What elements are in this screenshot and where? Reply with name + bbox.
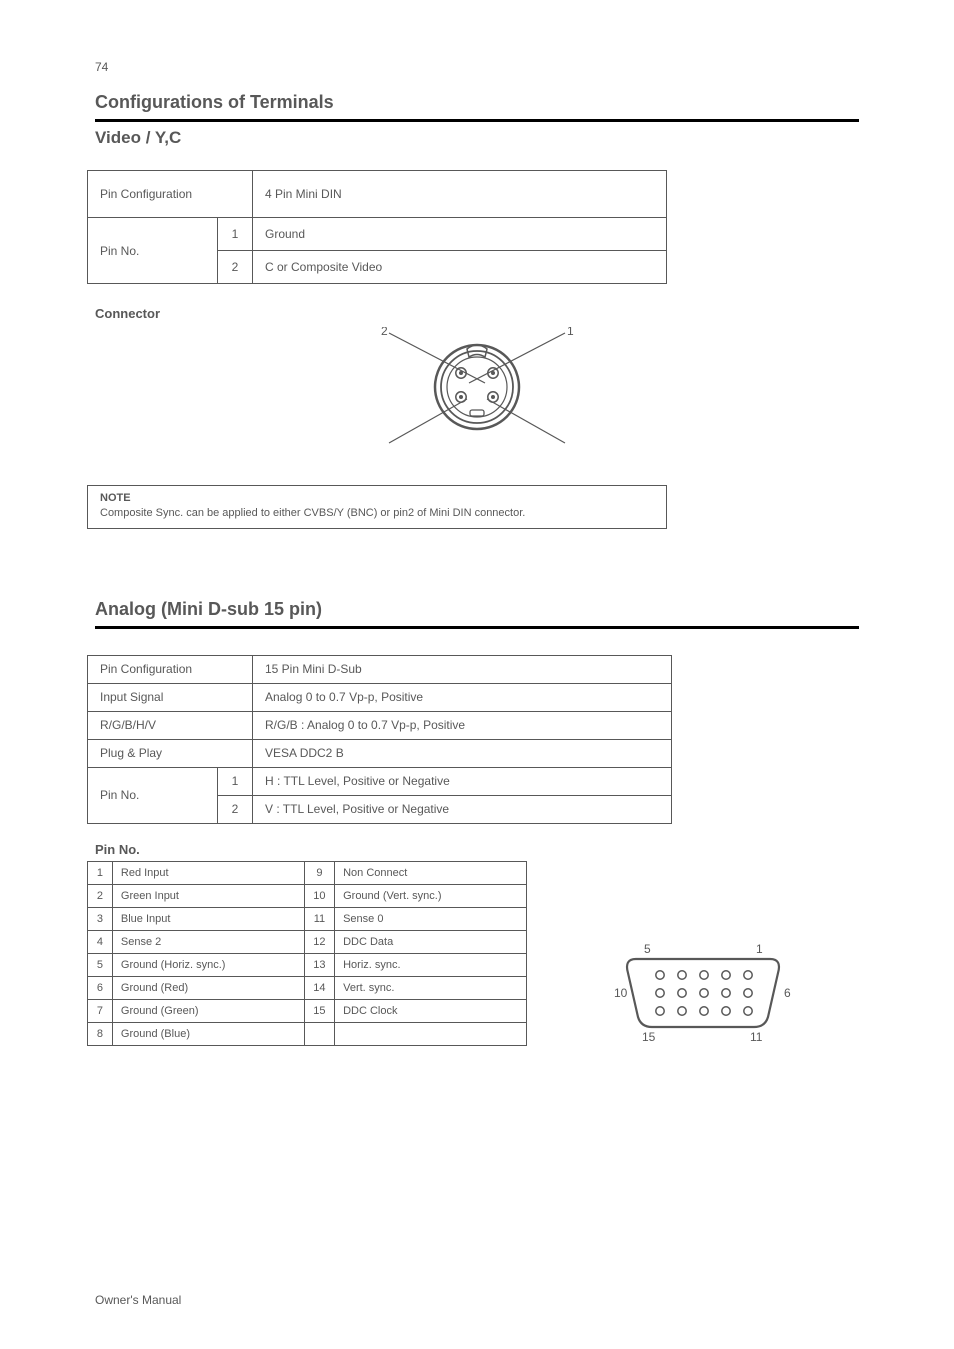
cell-value: 15 Pin Mini D-Sub [253, 655, 672, 683]
cell-pin-no: 11 [304, 907, 334, 930]
cell-pin-signal: Sense 2 [112, 930, 304, 953]
cell-label: Pin Configuration [88, 655, 253, 683]
table-row: 2 Green Input 10 Ground (Vert. sync.) [88, 884, 527, 907]
svg-text:5: 5 [644, 942, 651, 956]
table-row: Pin Configuration 15 Pin Mini D-Sub [88, 655, 672, 683]
cell-label: Pin No. [88, 767, 218, 823]
cell-pin-no: 4 [88, 930, 113, 953]
cell-pin-signal: Ground (Red) [112, 976, 304, 999]
cell-pin-no: 12 [304, 930, 334, 953]
table-row: 3 Blue Input 11 Sense 0 [88, 907, 527, 930]
cell-pin-signal: Non Connect [335, 861, 527, 884]
cell-pin-signal: Ground (Vert. sync.) [335, 884, 527, 907]
cell-label: Pin No. [88, 218, 218, 284]
pin-section-title: Pin No. [95, 842, 859, 857]
cell-value: Analog 0 to 0.7 Vp-p, Positive [253, 683, 672, 711]
cell-label: R/G/B/H/V [88, 711, 253, 739]
cell-label: Input Signal [88, 683, 253, 711]
cell-pin-signal: Horiz. sync. [335, 953, 527, 976]
table-video-yc: Pin Configuration 4 Pin Mini DIN Pin No.… [87, 170, 667, 284]
section-a-subtitle: Video / Y,C [95, 128, 859, 148]
cell-value: VESA DDC2 B [253, 739, 672, 767]
cell-pin-no: 2 [88, 884, 113, 907]
cell-pin-signal: Ground (Green) [112, 999, 304, 1022]
table-row: 7 Ground (Green) 15 DDC Clock [88, 999, 527, 1022]
mini-din-diagram: 2 1 [95, 327, 859, 447]
connector-label: Connector [95, 306, 859, 321]
table-row: R/G/B/H/V R/G/B : Analog 0 to 0.7 Vp-p, … [88, 711, 672, 739]
cell-label: Plug & Play [88, 739, 253, 767]
cell-pin-no: 1 [218, 767, 253, 795]
page-number-top: 74 [95, 60, 859, 74]
note-title: NOTE [100, 492, 654, 504]
cell-pin-no: 8 [88, 1022, 113, 1045]
table-row: 8 Ground (Blue) [88, 1022, 527, 1045]
cell-pin-no: 9 [304, 861, 334, 884]
cell-pin-no: 5 [88, 953, 113, 976]
cell-pin-no: 1 [218, 218, 253, 251]
cell-value: H : TTL Level, Positive or Negative [253, 767, 672, 795]
db15-connector-icon: 5 1 [612, 937, 802, 1047]
cell-pin-no [304, 1022, 334, 1045]
cell-value: V : TTL Level, Positive or Negative [253, 795, 672, 823]
table-pinout: 1 Red Input 9 Non Connect 2 Green Input … [87, 861, 527, 1046]
svg-text:15: 15 [642, 1030, 656, 1044]
section-b-header: Analog (Mini D-sub 15 pin) [95, 599, 859, 629]
cell-pin-no: 2 [218, 251, 253, 284]
table-row: Pin No. 1 H : TTL Level, Positive or Neg… [88, 767, 672, 795]
cell-pin-no: 15 [304, 999, 334, 1022]
table-row: Pin Configuration 4 Pin Mini DIN [88, 171, 667, 218]
cell-value: 4 Pin Mini DIN [253, 171, 667, 218]
table-row: Plug & Play VESA DDC2 B [88, 739, 672, 767]
cell-pin-signal [335, 1022, 527, 1045]
cell-pin-no: 6 [88, 976, 113, 999]
cell-pin-no: 7 [88, 999, 113, 1022]
note-body: Composite Sync. can be applied to either… [100, 506, 654, 522]
svg-text:1: 1 [567, 327, 574, 338]
cell-pin-no: 13 [304, 953, 334, 976]
table-row: 4 Sense 2 12 DDC Data [88, 930, 527, 953]
cell-pin-signal: DDC Data [335, 930, 527, 953]
section-a-title: Configurations of Terminals [95, 92, 859, 113]
cell-pin-signal: Blue Input [112, 907, 304, 930]
table-row: Pin No. 1 Ground [88, 218, 667, 251]
cell-pin-no: 10 [304, 884, 334, 907]
section-a-header: Configurations of Terminals [95, 92, 859, 122]
cell-pin-signal: Ground (Horiz. sync.) [112, 953, 304, 976]
page-footer: Owner's Manual [95, 1293, 181, 1307]
cell-label: Pin Configuration [88, 171, 253, 218]
svg-text:10: 10 [614, 986, 628, 1000]
svg-text:2: 2 [381, 327, 388, 338]
cell-pin-no: 2 [218, 795, 253, 823]
section-b-title: Analog (Mini D-sub 15 pin) [95, 599, 859, 620]
cell-pin-no: 14 [304, 976, 334, 999]
cell-value: R/G/B : Analog 0 to 0.7 Vp-p, Positive [253, 711, 672, 739]
table-row: Input Signal Analog 0 to 0.7 Vp-p, Posit… [88, 683, 672, 711]
note-box: NOTE Composite Sync. can be applied to e… [87, 485, 667, 529]
cell-pin-signal: Red Input [112, 861, 304, 884]
table-row: 1 Red Input 9 Non Connect [88, 861, 527, 884]
svg-text:6: 6 [784, 986, 791, 1000]
cell-pin-signal: Ground (Blue) [112, 1022, 304, 1045]
cell-pin-signal: DDC Clock [335, 999, 527, 1022]
cell-pin-no: 3 [88, 907, 113, 930]
mini-din-icon: 2 1 [367, 327, 587, 447]
svg-text:1: 1 [756, 942, 763, 956]
svg-text:11: 11 [750, 1030, 763, 1044]
cell-pin-no: 1 [88, 861, 113, 884]
cell-value: C or Composite Video [253, 251, 667, 284]
table-row: 5 Ground (Horiz. sync.) 13 Horiz. sync. [88, 953, 527, 976]
cell-value: Ground [253, 218, 667, 251]
cell-pin-signal: Vert. sync. [335, 976, 527, 999]
cell-pin-signal: Sense 0 [335, 907, 527, 930]
table-analog-spec: Pin Configuration 15 Pin Mini D-Sub Inpu… [87, 655, 672, 824]
db15-diagram: 5 1 [612, 937, 802, 1052]
cell-pin-signal: Green Input [112, 884, 304, 907]
table-row: 6 Ground (Red) 14 Vert. sync. [88, 976, 527, 999]
